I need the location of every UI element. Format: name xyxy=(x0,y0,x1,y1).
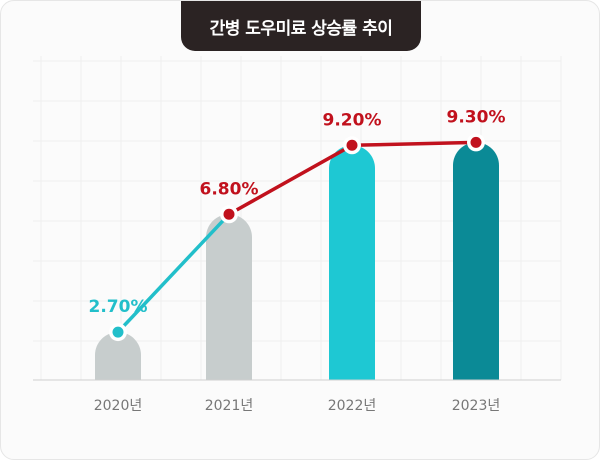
x-tick-label: 2022년 xyxy=(328,398,377,414)
chart-title: 간병 도우미료 상승률 추이 xyxy=(181,1,421,51)
series-line-segment xyxy=(350,140,478,148)
bar xyxy=(453,142,499,380)
x-tick-label: 2023년 xyxy=(452,398,501,414)
point-marker xyxy=(470,136,482,148)
bar xyxy=(329,145,375,380)
point-marker xyxy=(346,139,358,151)
x-tick-label: 2021년 xyxy=(205,398,254,414)
data-label: 6.80% xyxy=(200,179,259,199)
series-line-segment xyxy=(116,212,231,334)
point-marker xyxy=(223,208,235,220)
bar xyxy=(95,332,141,380)
point-marker xyxy=(112,326,124,338)
data-label: 9.20% xyxy=(323,110,382,130)
bar xyxy=(206,214,252,380)
x-tick-label: 2020년 xyxy=(94,398,143,414)
data-label: 9.30% xyxy=(447,107,506,127)
series-line-segment xyxy=(227,143,354,217)
data-label: 2.70% xyxy=(89,297,148,317)
